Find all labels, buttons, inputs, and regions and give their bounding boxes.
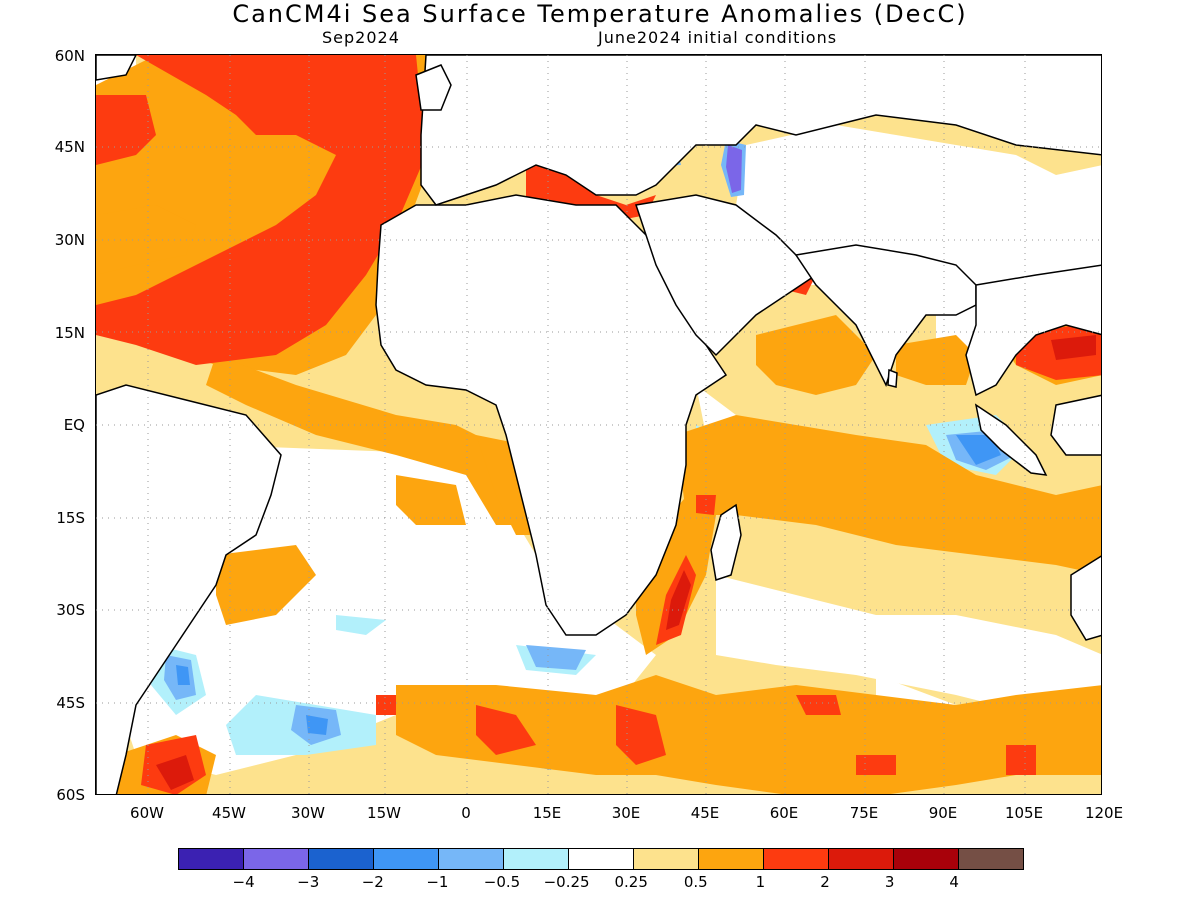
colorbar-cell	[893, 848, 959, 870]
colorbar-label: 0.5	[683, 873, 708, 891]
colorbar-label: 2	[820, 873, 830, 891]
lat-label-15s: 15S	[56, 509, 85, 527]
colorbar-label: −0.5	[483, 873, 521, 891]
colorbar-cell	[308, 848, 374, 870]
colorbar-label: 1	[755, 873, 766, 891]
colorbar-cell	[763, 848, 829, 870]
lon-label-30e: 30E	[611, 804, 641, 822]
southeast-asia-landmass	[965, 264, 1101, 397]
lon-label-0: 0	[461, 804, 471, 822]
lat-label-15n: 15N	[54, 324, 85, 342]
colorbar	[178, 848, 1024, 870]
lat-label-45s: 45S	[56, 694, 85, 712]
anomaly-field	[96, 55, 1101, 794]
colorbar-cell	[633, 848, 699, 870]
dark-red-anomaly-regions	[156, 335, 1096, 790]
lat-label-60s: 60S	[56, 786, 85, 804]
lon-label-90e: 90E	[928, 804, 958, 822]
colorbar-label: −0.25	[543, 873, 590, 891]
lon-label-15e: 15E	[532, 804, 562, 822]
colorbar-cell	[373, 848, 439, 870]
initial-conditions: June2024 initial conditions	[598, 28, 838, 47]
lon-label-15w: 15W	[367, 804, 401, 822]
colorbar-label: −4	[232, 873, 255, 891]
lon-label-45e: 45E	[690, 804, 720, 822]
colorbar-cell	[828, 848, 894, 870]
lat-label-30s: 30S	[56, 601, 85, 619]
africa-landmass	[375, 194, 728, 636]
colorbar-label: 4	[949, 873, 959, 891]
lon-label-75e: 75E	[849, 804, 879, 822]
colorbar-cell	[698, 848, 764, 870]
sri-lanka-landmass	[887, 368, 898, 388]
north-atlantic-island	[96, 55, 137, 81]
australia-landmass	[1070, 555, 1101, 641]
colorbar-cell	[958, 848, 1024, 870]
british-isles-landmass	[415, 64, 452, 111]
europe-landmass	[420, 55, 1101, 206]
lon-label-60e: 60E	[769, 804, 799, 822]
middle-east-landmass	[635, 194, 818, 357]
purple-anomaly-region	[726, 145, 742, 193]
colorbar-cell	[568, 848, 634, 870]
colorbar-label: 3	[884, 873, 895, 891]
lat-label-60n: 60N	[54, 47, 85, 65]
borneo-landmass	[1050, 394, 1101, 456]
colorbar-label: 0.25	[614, 873, 648, 891]
continents	[96, 55, 1101, 794]
south-america-landmass	[96, 384, 282, 794]
lon-label-60w: 60W	[130, 804, 164, 822]
lon-label-30w: 30W	[291, 804, 325, 822]
lon-label-120e: 120E	[1084, 804, 1124, 822]
colorbar-cell	[243, 848, 309, 870]
map-title: CanCM4i Sea Surface Temperature Anomalie…	[232, 0, 968, 28]
madagascar-landmass	[710, 503, 742, 581]
lat-label-30n: 30N	[54, 231, 85, 249]
lat-label-eq: EQ	[63, 416, 85, 434]
lon-label-105e: 105E	[1004, 804, 1044, 822]
colorbar-cell	[438, 848, 504, 870]
colorbar-cell	[503, 848, 569, 870]
colorbar-label: −3	[297, 873, 320, 891]
sst-anomaly-map	[95, 54, 1102, 795]
colorbar-label: −2	[361, 873, 384, 891]
colorbar-cell	[178, 848, 244, 870]
sumatra-landmass	[974, 403, 1048, 476]
south-asia-landmass	[794, 244, 977, 387]
forecast-month: Sep2024	[322, 28, 400, 47]
lat-label-45n: 45N	[54, 138, 85, 156]
colorbar-label: −1	[426, 873, 449, 891]
lon-label-45w: 45W	[212, 804, 246, 822]
